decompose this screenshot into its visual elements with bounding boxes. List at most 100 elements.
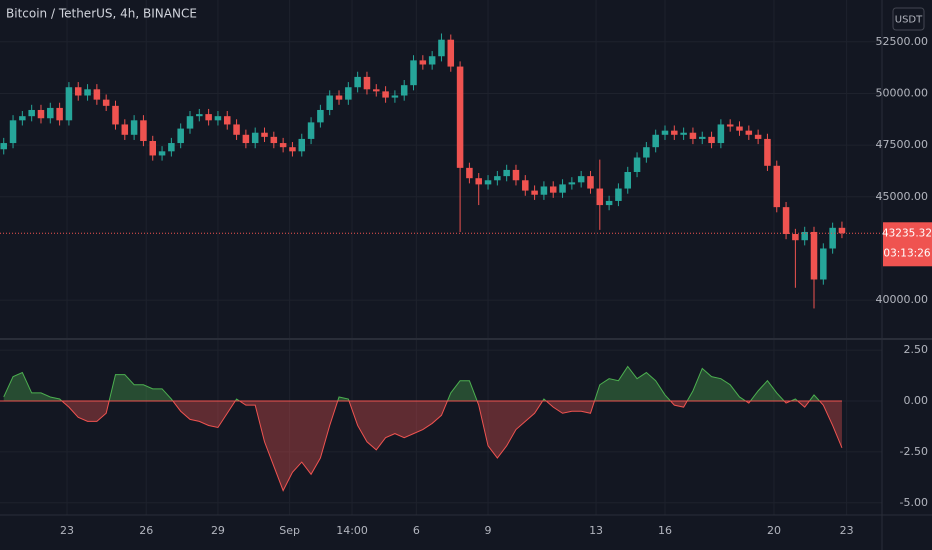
candle-body: [270, 136, 278, 144]
candle-body: [65, 87, 73, 121]
candle-body: [596, 188, 604, 206]
candle-body: [671, 130, 678, 135]
currency-button[interactable]: [892, 7, 925, 31]
candle-body: [0, 143, 7, 150]
candle-body: [726, 124, 734, 127]
candle-body: [615, 188, 622, 201]
candle-body: [428, 56, 436, 65]
candle-body: [37, 109, 45, 119]
candle-body: [698, 136, 706, 139]
candle-body: [345, 87, 352, 100]
candle-body: [624, 171, 631, 189]
candle-body: [289, 147, 296, 152]
candle-body: [736, 126, 743, 131]
candle-body: [121, 124, 129, 135]
x-tick-label: 23: [840, 524, 854, 537]
candle-body: [354, 76, 361, 88]
candle-body: [102, 99, 110, 106]
y-tick-label: 50000.00: [876, 86, 929, 99]
x-tick-label: 26: [139, 524, 153, 537]
currency-label[interactable]: USDT: [895, 15, 923, 26]
y-tick-label: 47500.00: [876, 138, 929, 151]
x-tick-label: 29: [211, 524, 225, 537]
candle-body: [829, 227, 836, 249]
candle-body: [326, 95, 333, 110]
candle-body: [140, 120, 147, 141]
candle-body: [792, 234, 799, 241]
y-tick-label: 0.00: [904, 394, 929, 407]
candle-body: [540, 186, 548, 195]
candle-body: [745, 130, 753, 135]
candle-body: [112, 105, 119, 125]
last-price-box: [883, 222, 932, 267]
candle-body: [400, 85, 408, 96]
marks: [0, 33, 882, 492]
candle-body: [335, 95, 343, 100]
x-tick-label: 9: [485, 524, 492, 537]
candle-body: [261, 132, 268, 137]
last-price-label: 43235.32: [882, 227, 932, 239]
candle-body: [643, 147, 650, 158]
x-tick-label: 23: [60, 524, 74, 537]
candle-body: [317, 109, 324, 123]
y-tick-label: -5.00: [900, 496, 928, 509]
candle-body: [475, 178, 482, 185]
y-tick-label: -2.50: [900, 445, 928, 458]
candle-body: [177, 128, 184, 144]
area-line-neg: [61, 401, 843, 492]
candle-body: [382, 91, 389, 98]
candle-body: [801, 231, 808, 241]
candle-body: [764, 138, 771, 166]
candle-body: [689, 132, 697, 139]
candle-body: [186, 116, 194, 129]
candle-body: [568, 182, 576, 185]
candle-body: [251, 132, 259, 144]
candle-body: [549, 186, 557, 193]
candle-body: [633, 157, 641, 172]
candle-body: [93, 89, 101, 100]
candle-body: [484, 180, 492, 185]
countdown-label: 03:13:26: [883, 247, 930, 259]
candle-body: [447, 39, 455, 67]
candle-body: [810, 231, 818, 280]
candle-body: [494, 176, 501, 181]
candle-body: [223, 116, 231, 125]
candle-body: [373, 89, 380, 92]
candle-body: [773, 165, 781, 208]
candle-body: [838, 227, 846, 234]
y-tick-label: 2.50: [904, 343, 929, 356]
area-line-pos: [3, 365, 821, 402]
x-tick-label: Sep: [279, 524, 300, 537]
labels: 40000.00 45000.00 47500.00 50000.00 52500.00…: [60, 35, 932, 537]
candle-body: [205, 114, 212, 121]
candle-body: [279, 143, 287, 148]
candle-body: [391, 95, 399, 98]
candle-body: [577, 176, 585, 183]
candle-body: [168, 143, 175, 152]
candle-body: [410, 60, 417, 86]
candle-body: [28, 109, 35, 117]
candle-body: [652, 134, 659, 148]
candle-body: [9, 120, 17, 144]
candle-body: [438, 39, 445, 57]
candle-body: [605, 200, 613, 206]
candle-body: [84, 89, 91, 96]
x-tick-label: 6: [413, 524, 420, 537]
candle-body: [19, 116, 26, 121]
y-tick-label: 45000.00: [876, 190, 929, 203]
candle-body: [307, 122, 315, 139]
candle-body: [196, 114, 203, 117]
candle-body: [680, 132, 687, 135]
x-tick-label: 14:00: [336, 524, 368, 537]
candle-body: [56, 107, 63, 121]
candle-body: [708, 136, 715, 144]
candle-body: [717, 124, 725, 144]
candle-body: [419, 60, 427, 65]
candle-body: [522, 180, 529, 191]
candle-body: [74, 87, 82, 96]
candle-body: [661, 130, 669, 135]
candle-body: [363, 76, 371, 90]
candle-body: [782, 207, 790, 235]
